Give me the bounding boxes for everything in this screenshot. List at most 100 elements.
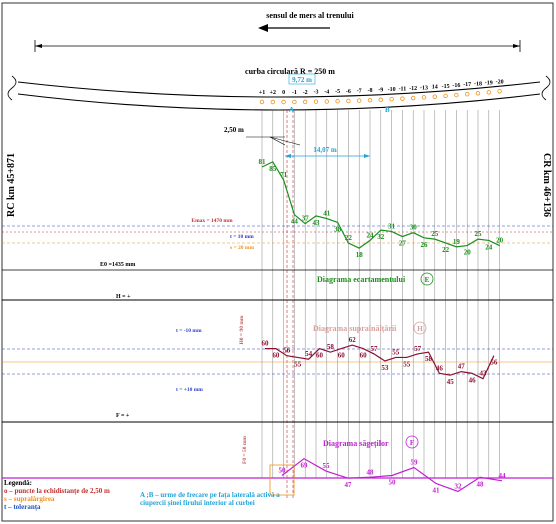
versine-value-label: 59 [411, 459, 419, 467]
point-label: -3 [314, 90, 319, 96]
point-marker [443, 93, 448, 99]
point-marker [389, 97, 394, 102]
gauge-value-label: 41 [323, 210, 331, 218]
versine-value-label: 55 [323, 462, 331, 470]
cant-value-label: 46 [469, 376, 477, 384]
point-marker [421, 95, 427, 100]
cant-value-label: 58 [327, 343, 335, 351]
point-marker [400, 96, 405, 101]
measurement-verticals [261, 110, 500, 500]
gauge-nominal: E0 =1435 mm [100, 262, 135, 268]
gauge-value-label: 18 [356, 251, 364, 259]
point-label: -18 [474, 81, 482, 87]
versine-series-line [281, 457, 503, 493]
versine-title: Diagrama săgeților [323, 439, 389, 448]
gauge-value-label: 22 [442, 246, 450, 254]
point-marker [357, 98, 362, 103]
versine-value-label: 41 [433, 486, 441, 494]
cant-value-label: 45 [447, 378, 455, 386]
legend-item-widening: s – supralărgirea [4, 495, 55, 503]
versine-diagram: F = + F0 = 50 mm Diagrama săgeților F 50… [2, 413, 553, 494]
dim-small: 9,72 m [288, 73, 316, 85]
point-label: 0 [282, 90, 285, 96]
point-marker [465, 92, 470, 97]
curve-label: curba circulară R = 250 m [245, 67, 335, 76]
svg-text:2,50 m: 2,50 m [224, 126, 244, 134]
dim-step: 2,50 m [224, 126, 301, 146]
point-label: -13 [420, 85, 428, 91]
point-label: -5 [335, 89, 340, 95]
point-marker [486, 90, 491, 95]
cant-title: Diagrama supraînălțării [313, 324, 397, 333]
point-marker [313, 99, 319, 104]
cant-value-label: 55 [392, 348, 400, 356]
gauge-value-label: 20 [464, 249, 472, 257]
cant-value-label: 60 [272, 352, 280, 360]
gauge-sup: s = 20 mm [230, 245, 254, 251]
point-marker [432, 94, 437, 99]
gauge-value-label: 38 [334, 225, 342, 233]
gauge-value-label: 43 [313, 219, 321, 227]
versine-value-label: 47 [345, 481, 353, 489]
point-label: -7 [357, 89, 362, 95]
cant-series-line [265, 344, 495, 380]
cant-value-label: 58 [425, 355, 433, 363]
gauge-value-label: 20 [496, 237, 504, 245]
svg-text:E: E [425, 276, 430, 284]
cant-value-label: 55 [403, 360, 411, 368]
point-marker [281, 99, 286, 105]
marker-b: B [385, 106, 390, 114]
cant-value-label: 43 [480, 370, 488, 378]
point-marker [335, 99, 340, 104]
versine-value-label: 50 [279, 467, 287, 475]
point-label: +1 [259, 90, 265, 96]
cant-diagram: H = + t = -10 mm t = +10 mm H0 = 90 mm D… [2, 294, 553, 423]
cant-value-label: 56 [283, 347, 291, 355]
left-km-label: RC km 45+871 [6, 153, 17, 217]
point-marker [378, 97, 383, 102]
gauge-value-label: 85 [269, 165, 277, 173]
direction-indicator: sensul de mers al trenului [258, 11, 354, 32]
point-label: -6 [346, 89, 351, 95]
gauge-value-label: 81 [259, 158, 267, 166]
point-marker [303, 99, 308, 105]
cant-value-label: 57 [371, 345, 379, 353]
cant-value-label: 60 [360, 352, 368, 360]
svg-text:9,72 m: 9,72 m [292, 76, 312, 84]
point-marker [346, 98, 351, 104]
legend-title: Legendă: [4, 479, 32, 487]
right-km-label: CR km 46+136 [541, 153, 552, 217]
point-marker [324, 99, 329, 104]
point-marker [475, 91, 481, 96]
gauge-title: Diagrama ecartamentului [317, 275, 406, 284]
direction-label: sensul de mers al trenului [266, 11, 354, 20]
gauge-value-label: 19 [453, 238, 461, 246]
versine-value-label: 32 [455, 482, 463, 490]
cant-value-label: 57 [414, 345, 422, 353]
gauge-value-label: 25 [475, 230, 483, 238]
dim-long: 14,07 m [285, 146, 370, 158]
gauge-series-line [261, 161, 500, 249]
versine-value-label: 50 [389, 479, 397, 487]
point-markers: +1 +2 0 -1 -2 -3 -4 -5 -6 -7 -8 -9 -10 -11 -12 -13 14 -15… [259, 79, 504, 105]
point-label: -10 [388, 87, 396, 93]
cant-tol-top: t = -10 mm [176, 328, 202, 334]
point-label: -12 [409, 86, 417, 92]
point-label: -1 [292, 90, 297, 96]
gauge-value-label: 71 [280, 171, 288, 179]
legend: Legendă: o – puncte la echidistanțe de 2… [4, 479, 110, 511]
cant-value-label: 60 [262, 340, 270, 348]
cant-value-label: 55 [294, 360, 302, 368]
svg-text:14,07 m: 14,07 m [313, 146, 337, 154]
widening-highlight [269, 464, 295, 496]
gauge-badge [420, 272, 434, 286]
point-marker [259, 99, 265, 105]
versine-value-label: 69 [301, 462, 309, 470]
cant-value-label: 46 [436, 364, 444, 372]
point-marker [454, 92, 459, 98]
point-label: 14 [432, 85, 438, 91]
point-marker [497, 89, 502, 94]
cant-value-label: 54 [305, 350, 313, 358]
